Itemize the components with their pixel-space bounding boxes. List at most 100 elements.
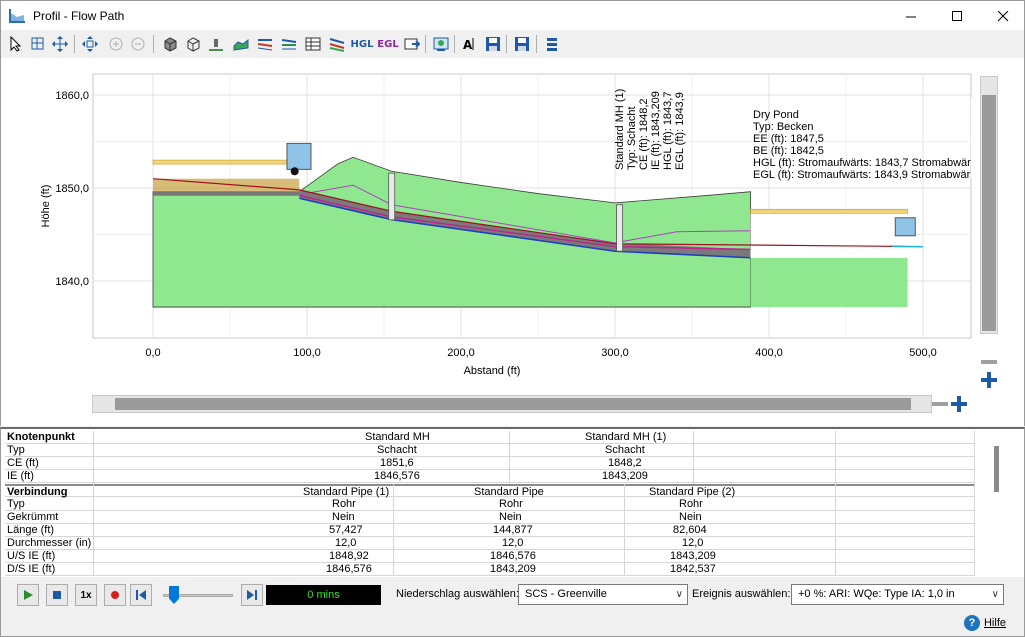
slider-thumb[interactable] xyxy=(169,586,179,604)
window-title: Profil - Flow Path xyxy=(33,9,125,23)
help-icon[interactable]: ? xyxy=(964,615,980,631)
cell-value: Schacht xyxy=(377,444,417,456)
manhole xyxy=(388,172,396,221)
row-label: Durchmesser (in) xyxy=(7,537,92,549)
downstream-structure xyxy=(894,217,916,237)
skip-end-button[interactable] xyxy=(241,584,263,606)
egl-toggle-button[interactable]: EGL xyxy=(376,34,400,54)
vertical-zoom-in-button[interactable] xyxy=(981,372,997,388)
mh-annotation-line: IE (ft): 1843,209 xyxy=(650,91,662,170)
time-slider[interactable] xyxy=(159,584,235,606)
zoom-out-button[interactable] xyxy=(128,34,148,54)
node-column-header: Standard MH xyxy=(365,431,430,443)
text-annotation-button[interactable]: A xyxy=(460,34,480,54)
speed-button[interactable]: 1x xyxy=(75,584,97,606)
y-tick-label: 1840,0 xyxy=(55,276,89,288)
zoom-window-button[interactable] xyxy=(28,34,48,54)
settings-button[interactable] xyxy=(542,34,562,54)
cell-value: 12,0 xyxy=(335,537,357,549)
save-as-icon xyxy=(515,37,529,51)
stop-button[interactable] xyxy=(46,584,68,606)
annotation-clip xyxy=(971,98,981,178)
image-button[interactable] xyxy=(431,34,451,54)
save-button[interactable] xyxy=(483,34,503,54)
zoom-in-icon xyxy=(109,37,123,51)
profile-lines-button[interactable] xyxy=(255,34,275,54)
vertical-scrollbar[interactable] xyxy=(980,76,998,334)
horizontal-scrollbar[interactable] xyxy=(92,395,932,413)
y-tick-label: 1850,0 xyxy=(55,183,89,195)
zoom-in-button[interactable] xyxy=(106,34,126,54)
hgl-toggle-button[interactable]: HGL xyxy=(350,34,374,54)
table-row: Typ Schacht Schacht xyxy=(5,444,975,457)
horizontal-zoom-in-button[interactable] xyxy=(951,396,967,412)
cell-value: 1848,2 xyxy=(608,457,642,469)
maximize-button[interactable] xyxy=(934,1,980,31)
slider-track xyxy=(163,594,233,597)
profile-lines-icon xyxy=(257,39,273,51)
close-button[interactable] xyxy=(980,1,1025,31)
3d-wire-icon xyxy=(187,37,200,52)
playback-bar: 1x 0 mins Niederschlag auswählen: SCS - … xyxy=(0,577,1025,611)
grid-scrollbar-thumb[interactable] xyxy=(994,446,999,492)
links-header-row: Verbindung Standard Pipe (1) Standard Pi… xyxy=(5,484,975,498)
surface-button[interactable] xyxy=(231,34,251,54)
node-button[interactable] xyxy=(206,34,226,54)
row-label: Länge (ft) xyxy=(7,524,55,536)
flow-lines-button[interactable] xyxy=(327,34,347,54)
cell-value: 144,877 xyxy=(493,524,533,536)
profile-lines-2-button[interactable] xyxy=(279,34,299,54)
horizontal-scrollbar-thumb[interactable] xyxy=(115,398,911,410)
rain-select[interactable]: SCS - Greenville ∨ xyxy=(518,584,688,605)
play-button[interactable] xyxy=(17,584,39,606)
rewind-button[interactable] xyxy=(130,584,152,606)
pond-annotation-line: EE (ft): 1847,5 xyxy=(753,133,824,145)
cell-value: 1846,576 xyxy=(490,550,536,562)
properties-grid: Knotenpunkt Standard MH Standard MH (1) … xyxy=(0,427,1025,577)
vertical-scrollbar-thumb[interactable] xyxy=(982,95,996,331)
pan-button[interactable] xyxy=(50,34,70,54)
dry-pond xyxy=(750,213,908,258)
row-label: U/S IE (ft) xyxy=(7,550,56,562)
plus-icon xyxy=(951,396,967,412)
node-icon xyxy=(209,39,223,51)
grid-vertical-scrollbar[interactable] xyxy=(988,430,1006,575)
pan-icon xyxy=(52,36,68,52)
minimize-button[interactable] xyxy=(888,1,934,31)
cell-value: Rohr xyxy=(499,498,523,510)
table-icon xyxy=(305,37,321,51)
event-select[interactable]: +0 %: ARI: WQe: Type IA: 1,0 in ∨ xyxy=(791,584,1004,605)
hgl-line xyxy=(299,194,751,251)
cell-value: Rohr xyxy=(679,498,703,510)
chevron-down-icon: ∨ xyxy=(675,589,683,600)
links-section-header: Verbindung xyxy=(7,486,68,498)
export-button[interactable] xyxy=(402,34,422,54)
link-column-header: Standard Pipe xyxy=(474,486,544,498)
cell-value: 1846,576 xyxy=(326,563,372,575)
row-label: D/S IE (ft) xyxy=(7,563,56,575)
select-tool-button[interactable] xyxy=(6,34,26,54)
cell-value: Nein xyxy=(499,511,522,523)
upstream-outlet xyxy=(290,167,299,176)
vertical-zoom-out-button[interactable] xyxy=(981,354,997,370)
table-row: CE (ft) 1851,6 1848,2 xyxy=(5,457,975,470)
profile-chart[interactable]: 0,0 100,0 200,0 300,0 400,0 500,0 1840,0 1850,0… xyxy=(1,58,1024,426)
help-link[interactable]: Hilfe xyxy=(983,617,1006,629)
table-row: Typ Rohr Rohr Rohr xyxy=(5,498,975,511)
plus-icon xyxy=(981,372,997,388)
horizontal-zoom-out-button[interactable] xyxy=(932,396,948,412)
save-as-button[interactable] xyxy=(512,34,532,54)
row-label: Typ xyxy=(7,498,25,510)
cell-value: 1843,209 xyxy=(602,470,648,482)
cell-value: Nein xyxy=(679,511,702,523)
record-button[interactable] xyxy=(104,584,126,606)
table-button[interactable] xyxy=(303,34,323,54)
time-display: 0 mins xyxy=(266,585,381,605)
3d-wire-button[interactable] xyxy=(183,34,203,54)
speed-label: 1x xyxy=(80,589,92,601)
3d-box-button[interactable] xyxy=(160,34,180,54)
manhole xyxy=(616,204,624,252)
egl-label: EGL xyxy=(377,38,399,50)
cell-value: 1846,576 xyxy=(374,470,420,482)
zoom-extents-button[interactable] xyxy=(80,34,100,54)
